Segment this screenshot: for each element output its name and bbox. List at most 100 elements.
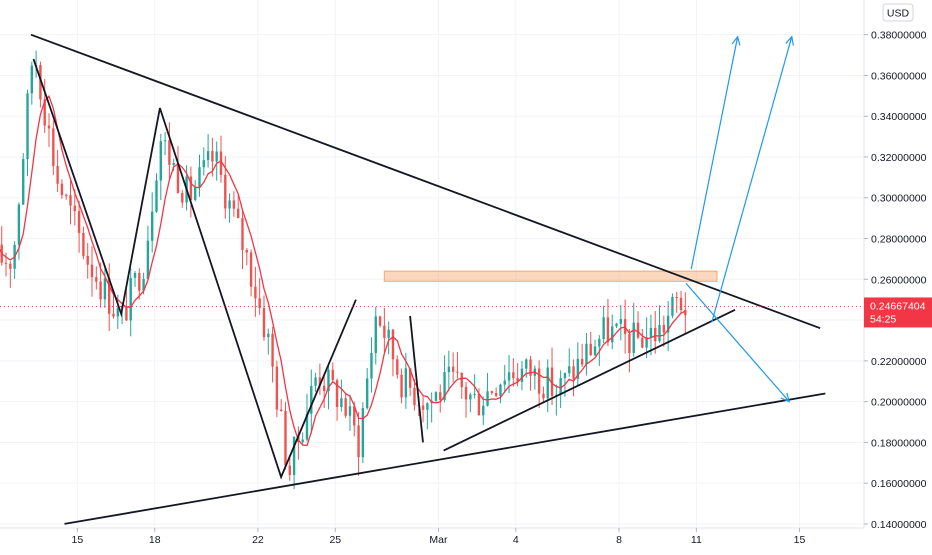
price-tick-label: 0.36000000 (871, 70, 927, 82)
candle-body (168, 140, 171, 165)
trendline (30, 33, 821, 330)
candle-body (365, 378, 369, 409)
candle-body (598, 338, 601, 347)
price-tick-label: 0.34000000 (871, 111, 927, 123)
candle-body (245, 250, 248, 253)
candle-body (331, 369, 334, 381)
candle-body (439, 392, 442, 400)
candle-body (387, 329, 390, 338)
zigzag-pattern (32, 58, 357, 480)
candles (0, 50, 687, 490)
candle-body (17, 204, 21, 245)
candle-body (490, 391, 494, 393)
projection-arrowhead (780, 392, 791, 403)
candle-body (499, 384, 502, 396)
time-tick-label: Mar (429, 534, 448, 546)
candle-body (654, 327, 657, 342)
time-tick-label: 25 (329, 534, 341, 546)
candle-body (486, 391, 489, 406)
candle-body (271, 333, 274, 367)
moving-average-line (0, 94, 686, 447)
candle-body (69, 195, 72, 206)
candle-body (344, 398, 347, 416)
candle-body (658, 324, 661, 342)
price-tick-label: 0.32000000 (871, 152, 927, 164)
candle-body (206, 151, 210, 161)
candle-body (267, 333, 270, 338)
candle-body (550, 367, 554, 396)
time-tick-label: 22 (252, 534, 264, 546)
bar-countdown: 54:25 (870, 313, 896, 325)
time-axis-background (0, 528, 932, 550)
currency-badge (882, 3, 914, 22)
candle-body (327, 369, 330, 392)
price-tick-label: 0.38000000 (871, 30, 927, 42)
candle-body (172, 163, 175, 165)
price-tick-label: 0.16000000 (871, 478, 927, 490)
candle-body (546, 367, 549, 399)
candle-body (413, 387, 416, 406)
trend-segment (409, 315, 424, 443)
candle-body (189, 176, 193, 200)
candle-body (679, 297, 683, 311)
candle-body (602, 317, 605, 339)
candle-body (525, 359, 528, 369)
drawings (30, 33, 826, 525)
candle-body (576, 358, 580, 379)
candle-body (666, 315, 670, 333)
candle-body (228, 200, 231, 209)
candle-body (258, 298, 261, 308)
candle-body (494, 392, 498, 396)
candle-body (396, 359, 399, 375)
candle-body (503, 380, 506, 385)
candle-body (568, 366, 571, 374)
candle-body (318, 377, 322, 386)
candle-body (606, 317, 610, 343)
candle-body (482, 405, 485, 416)
candle-body (129, 277, 132, 321)
candle-body (150, 211, 154, 241)
candle-body (335, 380, 339, 408)
projection-arrow (711, 36, 793, 323)
candle-body (82, 232, 85, 256)
candle-body (460, 372, 463, 388)
candle-body (684, 310, 687, 316)
candle-body (477, 393, 481, 416)
candle-body (563, 373, 567, 379)
candle-body (142, 278, 145, 291)
projection-arrowhead (731, 35, 741, 46)
candle-body (649, 327, 653, 338)
currency-label: USD (887, 8, 910, 20)
projection-arrow (685, 282, 790, 403)
candle-body (262, 307, 266, 338)
candle-body (249, 252, 253, 287)
candle-body (4, 262, 8, 264)
candle-body (580, 358, 584, 365)
candle-body (469, 394, 472, 400)
candle-body (60, 183, 64, 196)
candle-body (636, 322, 640, 338)
candle-body (447, 366, 451, 373)
candle-body (30, 65, 34, 94)
candle-body (370, 353, 373, 379)
projection-arrowhead (785, 35, 794, 46)
candle-body (211, 151, 214, 162)
candle-body (473, 393, 476, 395)
last-price-badge (864, 297, 932, 328)
price-tick-label: 0.28000000 (871, 234, 927, 246)
price-tick-label: 0.30000000 (871, 193, 927, 205)
candle-body (400, 374, 403, 398)
candle-body (408, 368, 412, 388)
trendline (443, 309, 736, 452)
candle-body (593, 346, 597, 356)
candle-body (232, 200, 236, 209)
price-tick-label: 0.20000000 (871, 397, 927, 409)
trendline (64, 392, 826, 525)
candle-body (301, 439, 304, 443)
candle-body (56, 166, 59, 184)
candle-body (125, 306, 128, 321)
candle-body (133, 272, 137, 278)
candle-body (456, 371, 459, 373)
